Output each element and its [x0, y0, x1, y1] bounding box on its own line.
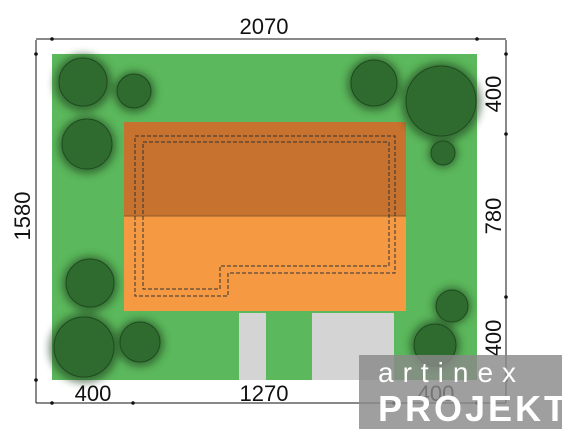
tree	[119, 321, 161, 363]
dim-left-height: 1580	[10, 192, 35, 241]
building-outline-outer	[134, 135, 396, 297]
tree	[61, 118, 113, 170]
roof-lower	[124, 216, 406, 311]
dim-top-width: 2070	[240, 14, 289, 39]
roof-upper	[124, 122, 406, 216]
dim-right-bottom: 400	[481, 320, 506, 357]
tree	[116, 73, 152, 109]
tree	[350, 59, 398, 107]
tree	[430, 140, 456, 166]
dim-bottom-middle: 1270	[240, 381, 289, 406]
tree	[53, 316, 115, 378]
tree	[435, 289, 469, 323]
walkway	[239, 313, 266, 380]
tree	[58, 57, 108, 107]
watermark-line2: PROJEKT	[378, 388, 562, 429]
dim-right-middle: 780	[481, 198, 506, 235]
tree	[65, 258, 115, 308]
dim-bottom-left: 400	[75, 381, 112, 406]
dim-right-top: 400	[481, 76, 506, 113]
building-outline-inner	[142, 141, 390, 290]
tree	[405, 65, 477, 137]
watermark-panel	[359, 355, 562, 429]
watermark-line1: artinex	[378, 357, 526, 388]
